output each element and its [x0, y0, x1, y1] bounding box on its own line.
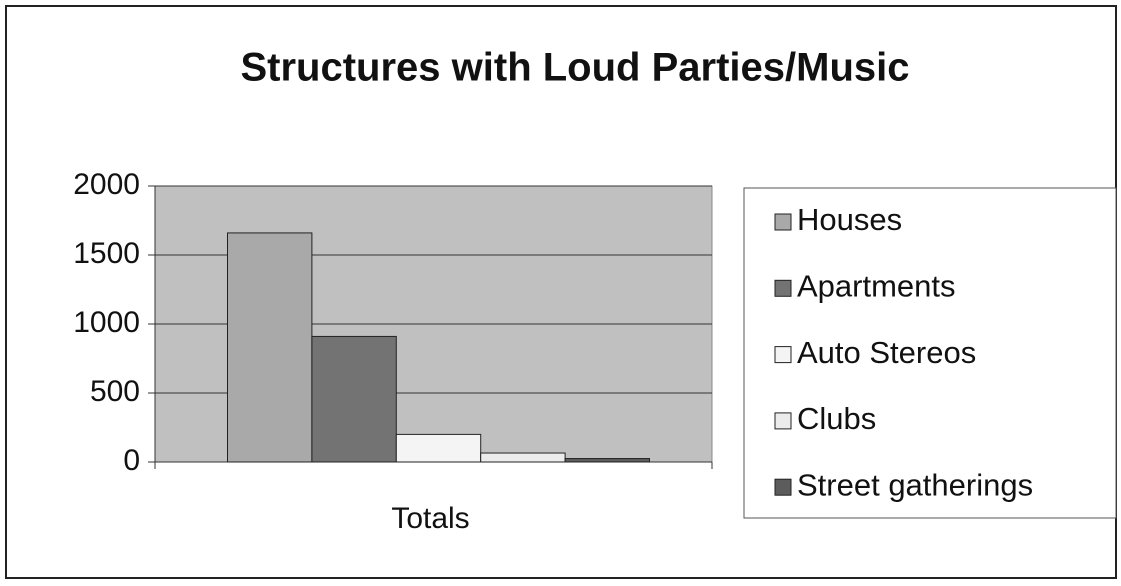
legend [743, 187, 1117, 519]
y-tick-label: 1500 [73, 237, 140, 270]
bar [564, 458, 650, 463]
chart-title: Structures with Loud Parties/Music [240, 46, 909, 90]
x-tick-label: Totals [391, 502, 469, 535]
y-tick-label: 0 [123, 444, 140, 477]
legend-label: Street gatherings [797, 467, 1033, 502]
legend-label: Apartments [797, 268, 956, 303]
legend-label: Clubs [797, 401, 876, 436]
legend-swatch [774, 346, 792, 364]
legend-swatch [774, 412, 792, 430]
legend-swatch [774, 478, 792, 496]
legend-label: Houses [797, 202, 902, 237]
bar [311, 335, 397, 463]
y-tick-label: 1000 [73, 306, 140, 339]
bar [480, 452, 566, 463]
legend-swatch [774, 279, 792, 297]
bar [395, 433, 482, 463]
y-tick-label: 2000 [73, 168, 140, 201]
legend-label: Auto Stereos [797, 335, 976, 370]
legend-swatch [774, 213, 792, 231]
bar [227, 232, 313, 463]
y-tick-label: 500 [90, 375, 140, 408]
